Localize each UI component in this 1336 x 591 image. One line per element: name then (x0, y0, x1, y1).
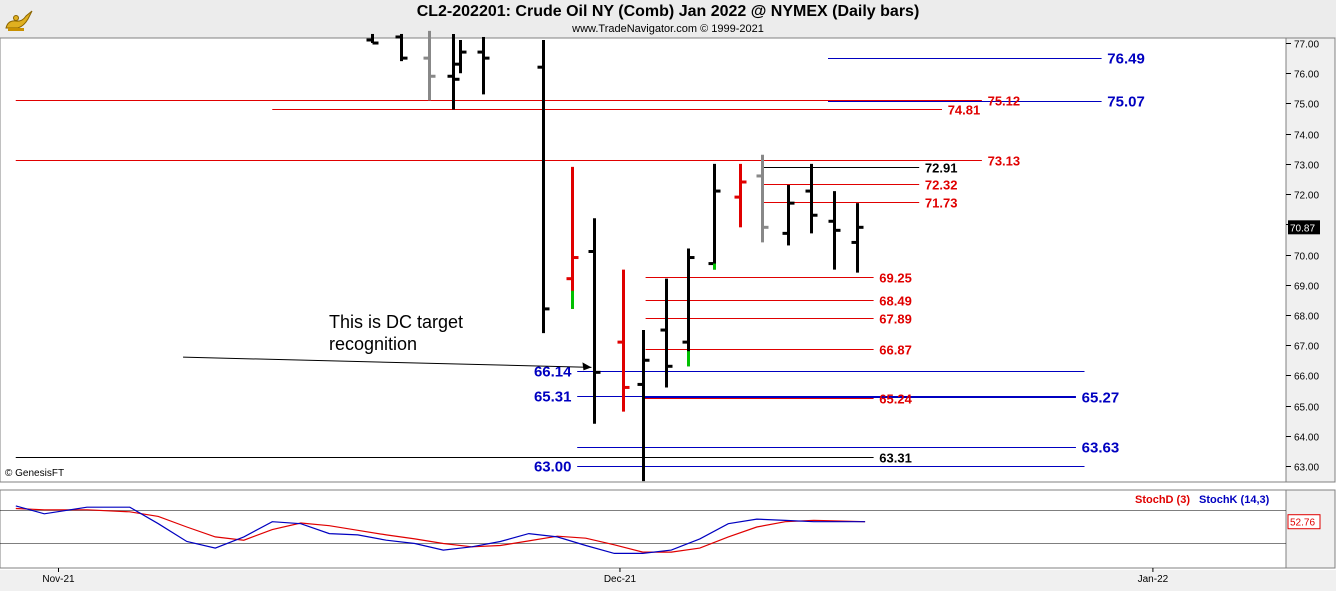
current-price-badge (1288, 220, 1320, 235)
level-label: 65.27 (1082, 390, 1120, 407)
y-tick-label: 65.00 (1294, 403, 1319, 414)
y-tick-label: 64.00 (1294, 433, 1319, 444)
stoch-k-line (15, 505, 866, 555)
level-label: 71.73 (925, 196, 958, 211)
y-tick-label: 67.00 (1294, 342, 1319, 353)
chart-title: CL2-202201: Crude Oil NY (Comb) Jan 2022… (416, 3, 920, 20)
level-label: 75.07 (1107, 94, 1145, 111)
x-tick-label: Nov-21 (42, 574, 75, 585)
level-label: 65.31 (534, 389, 572, 406)
y-tick-label: 66.00 (1294, 372, 1319, 383)
stoch-value-label: 52.76 (1290, 518, 1315, 529)
stoch-d-legend: StochD (3) (1135, 494, 1190, 506)
watermark: © GenesisFT (5, 468, 65, 479)
stoch-k-legend: StochK (14,3) (1199, 494, 1270, 506)
y-tick-label: 68.00 (1294, 312, 1319, 323)
level-label: 68.49 (879, 294, 912, 309)
level-label: 72.32 (925, 178, 958, 193)
x-tick-label: Dec-21 (604, 574, 637, 585)
y-tick-label: 72.00 (1294, 191, 1319, 202)
level-label: 65.24 (879, 392, 912, 407)
level-label: 73.13 (988, 154, 1021, 169)
y-tick-label: 75.00 (1294, 100, 1319, 111)
stoch-value-badge (1287, 514, 1321, 530)
chart-subtitle: www.TradeNavigator.com © 1999-2021 (572, 23, 764, 35)
stoch-d-line (15, 507, 866, 553)
level-label: 75.12 (988, 94, 1021, 109)
level-label: 67.89 (879, 312, 912, 327)
y-tick-label: 73.00 (1294, 161, 1319, 172)
level-label: 66.87 (879, 343, 912, 358)
level-label: 63.31 (879, 451, 912, 466)
annotation-text: recognition (329, 334, 417, 354)
stochastic-panel (0, 489, 1287, 569)
genie-lamp-icon (5, 10, 33, 31)
y-tick-label: 69.00 (1294, 282, 1319, 293)
y-tick-label: 76.00 (1294, 70, 1319, 81)
level-label: 74.81 (948, 103, 981, 118)
annotation-arrowhead (582, 362, 592, 371)
title-bar (0, 0, 1336, 38)
x-tick-label: Jan-22 (1138, 574, 1169, 585)
level-label: 72.91 (925, 161, 958, 176)
level-label: 69.25 (879, 271, 912, 286)
y-tick-label: 63.00 (1294, 463, 1319, 474)
y-tick-label: 70.00 (1294, 252, 1319, 263)
level-label: 63.63 (1082, 440, 1120, 457)
y-tick-label: 77.00 (1294, 40, 1319, 51)
level-label: 63.00 (534, 459, 572, 476)
level-label: 66.14 (534, 364, 572, 381)
annotation-arrow (183, 356, 592, 368)
annotation-text: This is DC target (329, 312, 463, 332)
price-axis-panel (1285, 37, 1336, 483)
level-label: 76.49 (1107, 51, 1145, 68)
date-axis-panel (0, 570, 1336, 591)
current-price-label: 70.87 (1290, 223, 1315, 234)
y-tick-label: 74.00 (1294, 131, 1319, 142)
